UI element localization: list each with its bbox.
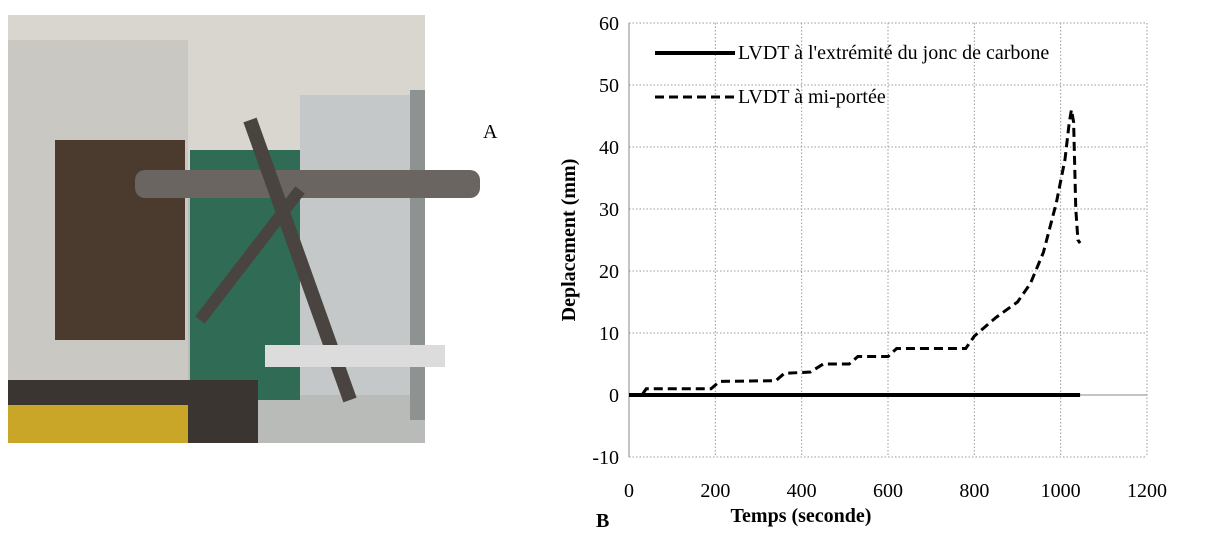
y-tick-label: 20 bbox=[599, 261, 619, 283]
photo: A bbox=[8, 15, 498, 443]
photo-yellow-base bbox=[8, 405, 188, 443]
x-tick-label: 200 bbox=[700, 480, 730, 502]
photo-lvdt bbox=[265, 345, 445, 367]
x-tick-label: 600 bbox=[873, 480, 903, 502]
x-tick-label: 400 bbox=[787, 480, 817, 502]
y-tick-label: 10 bbox=[599, 323, 619, 345]
photo-cabinet bbox=[410, 90, 425, 420]
chart-label: B bbox=[596, 510, 609, 532]
y-tick-label: 0 bbox=[609, 385, 619, 407]
x-tick-label: 1200 bbox=[1127, 480, 1167, 502]
x-tick-label: 800 bbox=[959, 480, 989, 502]
y-tick-label: 60 bbox=[599, 13, 619, 35]
y-tick-label: 30 bbox=[599, 199, 619, 221]
x-tick-label: 1000 bbox=[1041, 480, 1081, 502]
photo-bar bbox=[135, 170, 480, 198]
photo-arm bbox=[195, 186, 305, 324]
y-tick-label: -10 bbox=[592, 447, 619, 469]
y-axis-title: Deplacement (mm) bbox=[558, 159, 580, 322]
y-tick-label: 40 bbox=[599, 137, 619, 159]
legend-label: LVDT à mi-portée bbox=[738, 86, 886, 108]
data-line bbox=[629, 109, 1082, 397]
x-tick-label: 0 bbox=[624, 480, 634, 502]
x-axis-title: Temps (seconde) bbox=[731, 505, 872, 527]
y-tick-label: 50 bbox=[599, 75, 619, 97]
photo-label: A bbox=[483, 121, 498, 143]
legend-label: LVDT à l'extrémité du jonc de carbone bbox=[738, 42, 1049, 64]
